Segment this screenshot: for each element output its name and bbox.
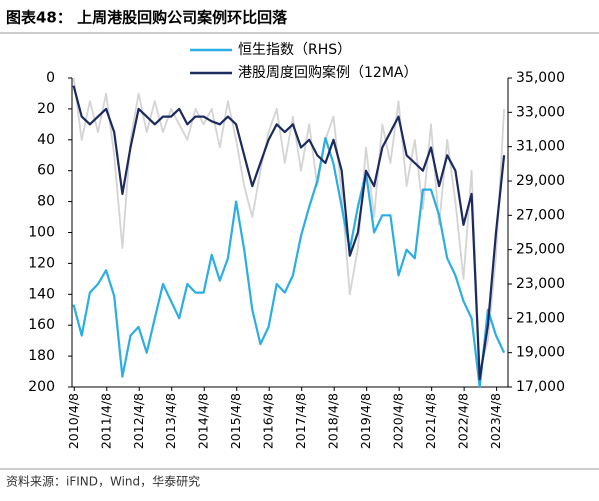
y-tick-label: 120 — [28, 255, 55, 271]
legend-label: 恒生指数（RHS） — [238, 42, 351, 58]
legend-label: 港股周度回购案例（12MA） — [238, 64, 417, 81]
x-tick-label: 2021/4/8 — [423, 393, 438, 449]
series-line — [72, 77, 505, 373]
x-tick-label: 2011/4/8 — [98, 393, 113, 449]
x-tick-label: 2014/4/8 — [196, 393, 211, 449]
series-line — [72, 137, 506, 389]
y-tick-label: 180 — [28, 348, 55, 364]
x-tick-label: 2017/4/8 — [293, 393, 308, 449]
y-tick-label: 60 — [37, 163, 55, 179]
x-tick-label: 2016/4/8 — [261, 393, 276, 449]
y-tick-label: 140 — [28, 286, 55, 302]
y2-tick-label: 27,000 — [516, 207, 565, 223]
y2-tick-label: 25,000 — [516, 242, 565, 258]
x-tick-label: 2023/4/8 — [488, 393, 503, 449]
y2-tick-label: 21,000 — [516, 310, 565, 326]
y-tick-label: 160 — [28, 317, 55, 333]
y-tick-label: 200 — [28, 379, 55, 395]
y2-tick-label: 19,000 — [516, 345, 565, 361]
y2-tick-label: 29,000 — [516, 173, 565, 189]
x-tick-label: 2019/4/8 — [358, 393, 373, 449]
source: 资料来源：iFIND，Wind，华泰研究 — [6, 474, 200, 489]
x-tick-label: 2012/4/8 — [131, 393, 146, 449]
y2-tick-label: 31,000 — [516, 139, 565, 155]
series-line — [72, 85, 506, 381]
y-tick-label: 20 — [37, 101, 55, 117]
x-tick-label: 2015/4/8 — [228, 393, 243, 449]
x-tick-label: 2022/4/8 — [456, 393, 471, 449]
y-tick-label: 100 — [28, 225, 55, 241]
y2-tick-label: 35,000 — [516, 70, 565, 86]
y2-tick-label: 23,000 — [516, 276, 565, 292]
y2-tick-label: 33,000 — [516, 104, 565, 120]
x-tick-label: 2013/4/8 — [163, 393, 178, 449]
y-tick-label: 80 — [37, 194, 55, 210]
x-tick-label: 2020/4/8 — [391, 393, 406, 449]
y-tick-label: 40 — [37, 132, 55, 148]
y2-tick-label: 17,000 — [516, 379, 565, 395]
x-tick-label: 2018/4/8 — [326, 393, 341, 449]
chart-title: 图表48： 上周港股回购公司案例环比回落 — [6, 9, 288, 27]
y-tick-label: 0 — [46, 70, 55, 86]
x-tick-label: 2010/4/8 — [66, 393, 81, 449]
